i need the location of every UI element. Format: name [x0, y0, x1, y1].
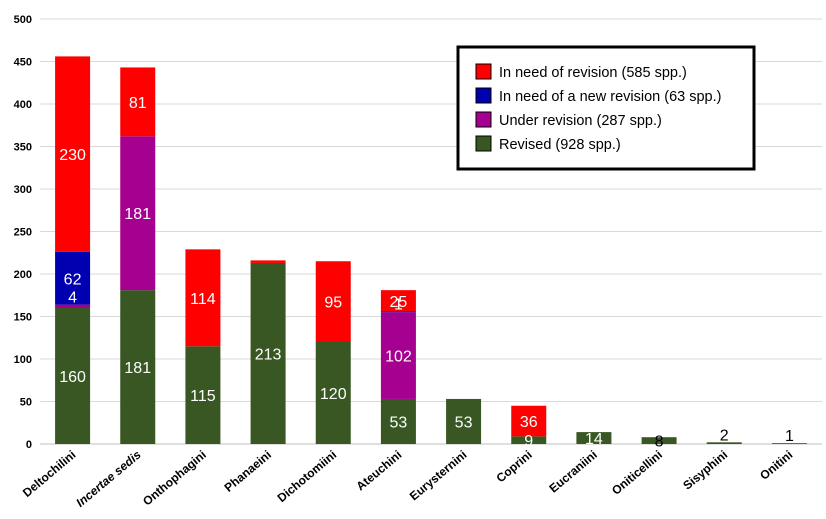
- data-label: 14: [585, 431, 603, 448]
- legend-label: In need of revision (585 spp.): [499, 65, 687, 81]
- data-label: 230: [59, 147, 86, 164]
- legend-swatch: [475, 135, 492, 152]
- bars: [55, 56, 807, 444]
- data-label: 3: [264, 245, 273, 262]
- bar-segment: [446, 398, 482, 444]
- data-label: 1: [394, 296, 403, 313]
- bar-segment: [55, 304, 91, 308]
- legend: In need of revision (585 spp.) In need of…: [456, 45, 756, 171]
- y-tick-label: 300: [14, 184, 32, 196]
- data-label: 53: [390, 414, 408, 431]
- x-category-label: Phanaeini: [222, 448, 274, 495]
- bar-segment: [771, 443, 807, 444]
- data-label: 102: [385, 349, 412, 366]
- y-tick-label: 250: [14, 227, 32, 239]
- bar-segment: [250, 262, 286, 444]
- data-label: 81: [129, 95, 147, 112]
- data-label: 95: [324, 295, 342, 312]
- data-label: 160: [59, 369, 86, 386]
- data-label: 9: [524, 433, 533, 450]
- legend-label: In need of a new revision (63 spp.): [499, 89, 721, 105]
- legend-label: Revised (928 spp.): [499, 137, 621, 153]
- bar-segment: [120, 290, 156, 444]
- y-tick-label: 0: [26, 439, 32, 451]
- bar-segment: [185, 346, 221, 444]
- data-label: 181: [124, 360, 151, 377]
- x-category-label: Coprini: [494, 448, 535, 486]
- bar-segment: [511, 405, 547, 437]
- x-category-label: Sisyphini: [680, 448, 730, 493]
- x-category-label: Ateuchini: [353, 448, 404, 494]
- data-label: 115: [190, 388, 216, 405]
- y-tick-label: 350: [14, 142, 32, 154]
- bar-segment: [315, 342, 351, 444]
- data-label: 2: [720, 427, 729, 444]
- data-label: 4: [68, 290, 77, 307]
- bar-segment: [511, 436, 547, 444]
- legend-label: Under revision (287 spp.): [499, 113, 662, 129]
- y-tick-label: 400: [14, 99, 32, 111]
- bar-segment: [315, 261, 351, 342]
- legend-swatch: [475, 63, 492, 80]
- legend-swatch: [475, 87, 492, 104]
- data-label: 120: [320, 386, 347, 403]
- y-tick-label: 450: [14, 57, 32, 69]
- y-tick-label: 150: [14, 312, 32, 324]
- bar-segment: [250, 260, 286, 263]
- bar-segment: [380, 398, 416, 444]
- data-label: 114: [190, 291, 216, 308]
- bar-segment: [120, 67, 156, 137]
- y-tick-label: 500: [14, 14, 32, 26]
- x-category-label: Eucraniini: [546, 448, 599, 496]
- data-label: 53: [455, 414, 473, 431]
- legend-box: [456, 45, 756, 171]
- bar-segment: [380, 290, 416, 312]
- x-category-label: Onitini: [757, 448, 795, 483]
- x-category-label: Oniticellini: [609, 448, 665, 498]
- y-axis-tick-labels: 0 50 100 150 200 250 300 350 400 450 500: [14, 14, 32, 451]
- data-label: 62: [64, 271, 82, 288]
- bar-segment: [641, 437, 677, 444]
- x-category-label: Eurysternini: [407, 448, 470, 504]
- bar-segment: [706, 442, 742, 444]
- x-category-label: Onthophagini: [140, 448, 209, 509]
- bar-segment: [380, 311, 416, 313]
- bar-segment: [55, 308, 91, 444]
- y-tick-label: 100: [14, 354, 32, 366]
- y-tick-label: 200: [14, 269, 32, 281]
- legend-swatch: [475, 111, 492, 128]
- data-label: 181: [124, 206, 151, 223]
- x-category-label: Incertae sedis: [73, 447, 144, 509]
- bar-segment: [55, 56, 91, 252]
- bar-segment: [185, 249, 221, 347]
- bar-segment: [576, 432, 612, 444]
- data-labels: 1604622301811818111511421331209553102125…: [59, 95, 794, 451]
- data-label: 25: [390, 294, 408, 311]
- y-tick-label: 50: [20, 397, 32, 409]
- bar-segment: [120, 136, 156, 291]
- x-category-label: Dichotomiini: [275, 448, 340, 505]
- data-label: 213: [255, 346, 282, 363]
- data-label: 1: [785, 428, 794, 445]
- data-label: 8: [655, 434, 664, 451]
- x-category-label: Deltochilini: [20, 448, 79, 500]
- bar-segment: [380, 312, 416, 399]
- data-label: 36: [520, 414, 538, 431]
- bar-segment: [55, 251, 91, 305]
